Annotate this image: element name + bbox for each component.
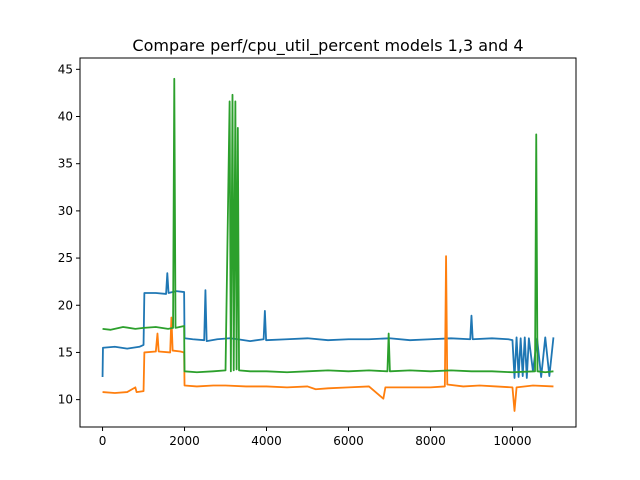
y-tick-label: 40 [58, 110, 73, 124]
y-tick-label: 25 [58, 251, 73, 265]
y-tick-label: 35 [58, 157, 73, 171]
x-tick-label: 0 [99, 434, 107, 448]
plot-frame [79, 57, 577, 428]
y-tick-label: 30 [58, 204, 73, 218]
y-tick-label: 10 [58, 393, 73, 407]
y-tick-label: 20 [58, 298, 73, 312]
y-tick-label: 45 [58, 62, 73, 76]
x-tick-label: 4000 [251, 434, 282, 448]
chart-title: Compare perf/cpu_util_percent models 1,3… [132, 36, 523, 56]
series-line-1 [101, 272, 555, 379]
axes: 0 2000 4000 6000 8000 10000 10 15 20 25 30 35 40 45 [58, 62, 532, 448]
x-tick-label: 6000 [333, 434, 364, 448]
y-tick-label: 15 [58, 345, 73, 359]
series-line-2 [102, 255, 554, 412]
x-tick-label: 10000 [493, 434, 531, 448]
x-tick-label: 2000 [169, 434, 200, 448]
series-layer [101, 77, 555, 412]
series-line-3 [102, 77, 554, 374]
x-tick-label: 8000 [415, 434, 446, 448]
